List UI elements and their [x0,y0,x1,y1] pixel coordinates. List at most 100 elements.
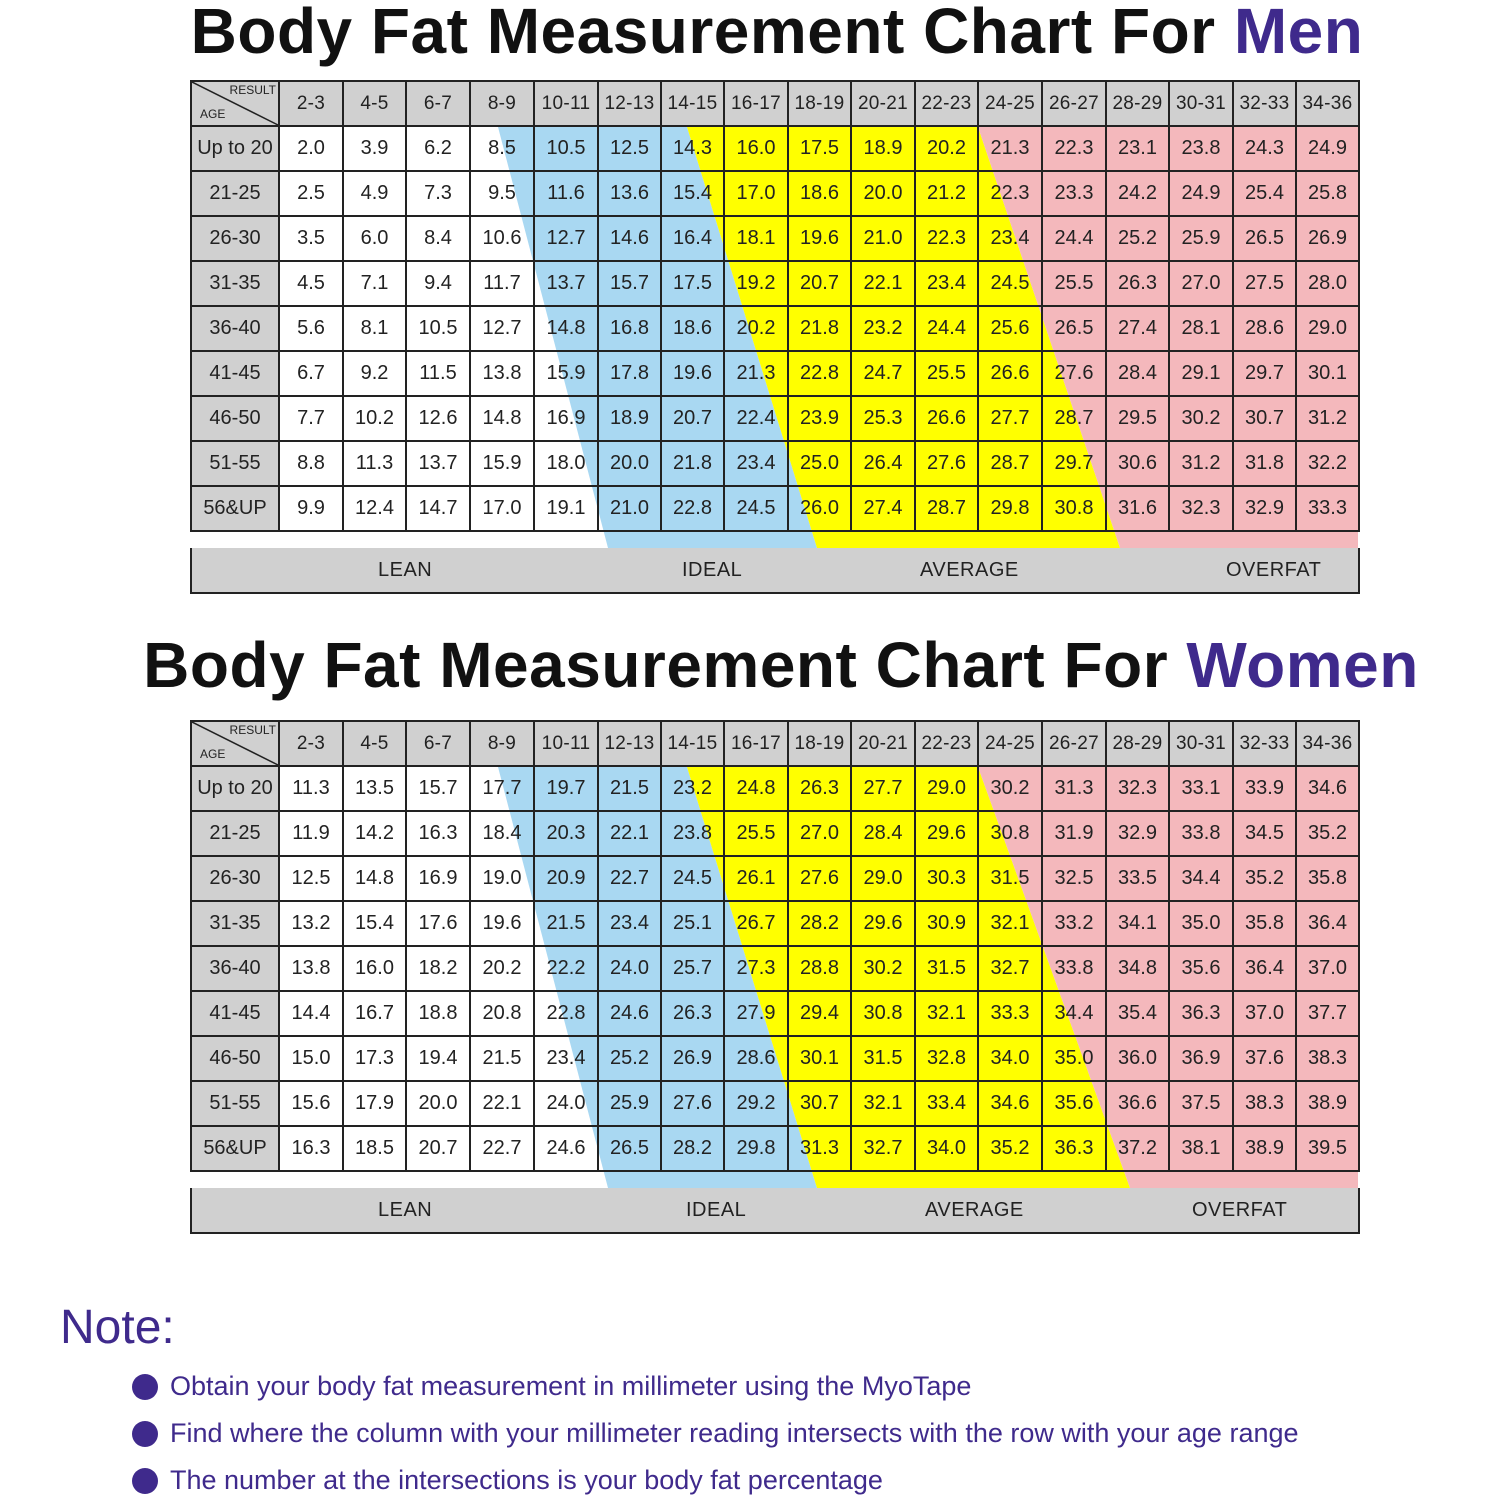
body-fat-cell: 22.1 [597,810,662,857]
body-fat-cell: 18.8 [405,990,471,1037]
body-fat-cell: 25.8 [1295,170,1360,217]
body-fat-cell: 30.8 [977,810,1043,857]
body-fat-cell: 10.5 [533,125,599,172]
body-fat-cell: 29.7 [1041,440,1107,487]
body-fat-cell: 24.9 [1168,170,1234,217]
body-fat-cell: 24.5 [660,855,725,902]
body-fat-cell: 35.0 [1168,900,1234,947]
body-fat-cell: 15.4 [342,900,407,947]
body-fat-cell: 11.6 [533,170,599,217]
body-fat-cell: 17.8 [597,350,662,397]
women-body-fat-table: RESULT AGE 2-3 4-5 6-7 8-9 10-11 12-13 14-15 16-1… [190,720,1360,1234]
body-fat-cell: 30.1 [1295,350,1360,397]
note-text: Obtain your body fat measurement in mill… [170,1371,972,1401]
body-fat-cell: 21.2 [914,170,979,217]
column-header: 34-36 [1295,720,1360,767]
column-header: 22-23 [914,80,979,127]
body-fat-cell: 21.8 [660,440,725,487]
body-fat-cell: 16.9 [533,395,599,442]
body-fat-cell: 22.3 [1041,125,1107,172]
body-fat-cell: 33.3 [977,990,1043,1037]
body-fat-cell: 31.2 [1168,440,1234,487]
body-fat-cell: 20.7 [405,1125,471,1172]
result-label: RESULT [229,83,276,97]
body-fat-cell: 17.9 [342,1080,407,1127]
body-fat-cell: 27.6 [1041,350,1107,397]
body-fat-cell: 24.5 [723,485,789,532]
body-fat-cell: 35.0 [1041,1035,1107,1082]
body-fat-cell: 16.8 [597,305,662,352]
note-title: Note: [60,1301,175,1354]
body-fat-cell: 34.6 [977,1080,1043,1127]
body-fat-cell: 27.3 [723,945,789,992]
body-fat-cell: 29.0 [914,765,979,812]
body-fat-cell: 32.1 [977,900,1043,947]
body-fat-cell: 24.4 [1041,215,1107,262]
note-item: Find where the column with your millimet… [130,1415,1299,1462]
body-fat-cell: 34.8 [1105,945,1170,992]
age-row-header: 21-25 [190,170,280,217]
body-fat-cell: 4.9 [342,170,407,217]
body-fat-cell: 18.4 [469,810,535,857]
body-fat-cell: 14.2 [342,810,407,857]
body-fat-cell: 24.9 [1295,125,1360,172]
diagonal-divider-icon [192,722,279,766]
body-fat-cell: 36.0 [1105,1035,1170,1082]
body-fat-cell: 28.4 [850,810,916,857]
body-fat-cell: 20.0 [850,170,916,217]
body-fat-cell: 21.5 [597,765,662,812]
column-header: 20-21 [850,720,916,767]
column-header: 16-17 [723,720,789,767]
zone-legend: LEAN IDEAL AVERAGE OVERFAT [190,548,1360,594]
body-fat-cell: 14.7 [405,485,471,532]
women-chart-title: Body Fat Measurement Chart For Women [32,628,1498,702]
body-fat-cell: 12.4 [342,485,407,532]
bullet-icon [132,1421,158,1447]
body-fat-cell: 23.8 [1168,125,1234,172]
body-fat-cell: 16.0 [723,125,789,172]
body-fat-cell: 3.5 [278,215,344,262]
body-fat-cell: 24.0 [597,945,662,992]
column-header: 30-31 [1168,80,1234,127]
table-row: 51-55 8.8 11.3 13.7 15.9 18.0 20.0 21.8 23.4 25.0… [190,440,1360,487]
body-fat-cell: 16.4 [660,215,725,262]
body-fat-cell: 20.7 [787,260,852,307]
body-fat-cell: 22.8 [533,990,599,1037]
body-fat-cell: 14.8 [533,305,599,352]
column-header: 34-36 [1295,80,1360,127]
column-header: 30-31 [1168,720,1234,767]
body-fat-cell: 2.5 [278,170,344,217]
body-fat-cell: 17.0 [469,485,535,532]
table-row: 26-30 3.5 6.0 8.4 10.6 12.7 14.6 16.4 18.1 19.6 21… [190,215,1360,262]
body-fat-cell: 22.8 [660,485,725,532]
zone-legend: LEAN IDEAL AVERAGE OVERFAT [190,1188,1360,1234]
body-fat-cell: 20.3 [533,810,599,857]
body-fat-cell: 24.5 [977,260,1043,307]
age-row-header: 31-35 [190,900,280,947]
body-fat-cell: 22.3 [977,170,1043,217]
column-header: 24-25 [977,80,1043,127]
body-fat-cell: 26.1 [723,855,789,902]
legend-overfat: OVERFAT [1226,559,1322,581]
body-fat-cell: 31.9 [1041,810,1107,857]
column-header: 24-25 [977,720,1043,767]
body-fat-cell: 27.6 [787,855,852,902]
age-row-header: 56&UP [190,1125,280,1172]
column-header: 10-11 [533,80,599,127]
body-fat-cell: 27.7 [977,395,1043,442]
body-fat-cell: 28.2 [787,900,852,947]
body-fat-cell: 6.2 [405,125,471,172]
body-fat-cell: 24.6 [597,990,662,1037]
body-fat-cell: 30.1 [787,1035,852,1082]
body-fat-cell: 18.9 [597,395,662,442]
body-fat-cell: 23.2 [660,765,725,812]
age-label: AGE [200,747,226,761]
column-header: 14-15 [660,80,725,127]
body-fat-cell: 33.3 [1295,485,1360,532]
age-row-header: 56&UP [190,485,280,532]
body-fat-cell: 31.2 [1295,395,1360,442]
body-fat-cell: 21.0 [850,215,916,262]
men-title-accent: Men [1233,0,1364,67]
body-fat-cell: 6.0 [342,215,407,262]
age-row-header: 46-50 [190,395,280,442]
